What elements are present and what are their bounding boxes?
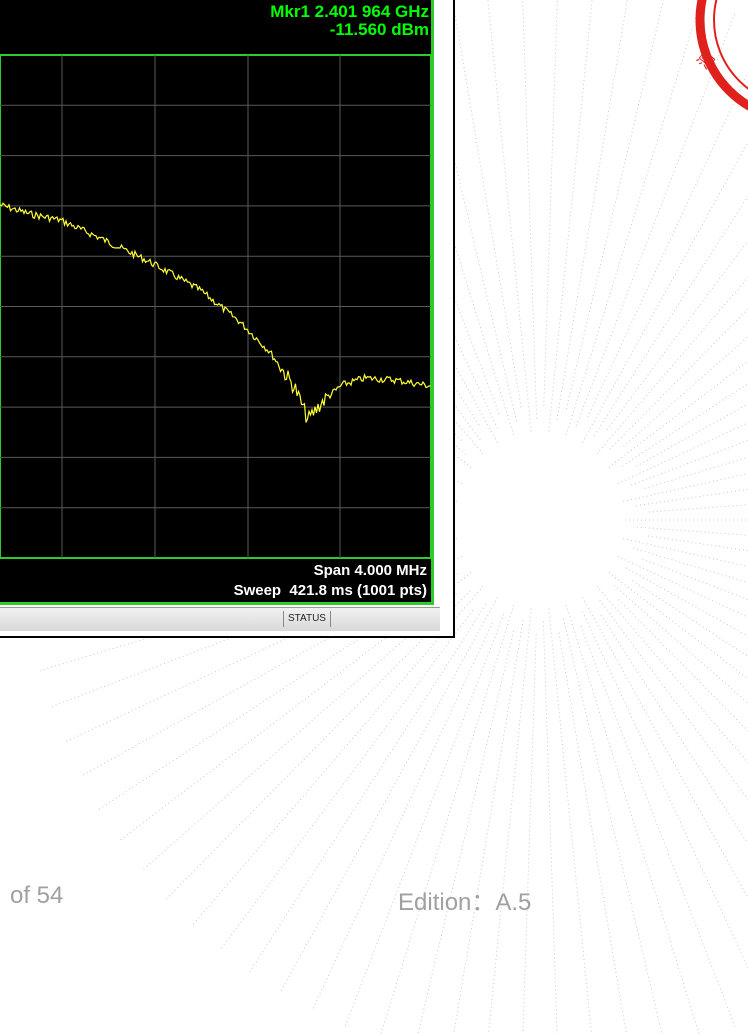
ray [599,599,748,801]
ray [593,195,748,436]
ray [600,614,748,845]
ray [635,403,748,467]
ray [522,634,537,1034]
edition: Edition：A.5 [398,889,532,916]
status-bar: STATUS [0,607,440,631]
ray [618,599,748,732]
plot-border [0,54,431,559]
ray [630,439,748,486]
ray [623,473,748,502]
span-label: Span 4.000 MHz [313,562,427,579]
ray [165,590,471,900]
ray [582,597,748,900]
sweep-label: Sweep 421.8 ms (1001 pts) [233,582,427,599]
ray [606,239,748,431]
ray [417,630,515,1034]
grid [0,55,431,558]
trace [0,202,431,423]
ray [617,555,748,618]
ray [609,308,748,450]
ray [582,611,748,969]
ray [311,622,493,1011]
ray [644,456,748,489]
ray [543,0,558,406]
ray [548,0,593,432]
ray [565,0,702,436]
ray [648,504,748,513]
red-stamp: 测 [694,0,748,111]
trace-plot [0,54,431,559]
ray [279,597,498,994]
ray [191,586,484,927]
ray [596,276,748,454]
ray [575,13,736,426]
ray [580,625,736,1027]
ray [632,580,748,658]
ray [623,336,748,447]
analyzer-screen: Mkr1 2.401 964 GHz -11.560 dBm Span 4.00… [0,0,434,605]
marker-level: -11.560 dBm [329,20,429,39]
ray [558,632,627,1034]
ray [487,0,532,432]
ray [248,604,487,973]
screenshot-frame: Mkr1 2.401 964 GHz -11.560 dBm Span 4.00… [0,0,455,638]
ray [380,604,515,1034]
status-cell: STATUS [283,611,331,627]
ray [452,0,522,408]
ray [623,538,748,567]
ray [556,0,628,420]
ray [596,586,748,764]
ray [344,614,505,1027]
ray [119,572,472,842]
ray [488,608,532,1034]
page-count: of 54 [10,882,64,909]
ray [522,0,538,419]
ray [565,604,700,1034]
ray [542,621,558,1034]
ray [613,585,748,704]
ray [582,140,748,443]
ray [635,488,748,507]
ray [608,360,748,468]
ray [617,422,748,485]
marker-frequency: Mkr1 2.401 964 GHz [270,2,429,21]
ray [642,558,748,601]
ray [647,535,748,552]
ray [453,620,524,1034]
ray [548,608,592,1034]
